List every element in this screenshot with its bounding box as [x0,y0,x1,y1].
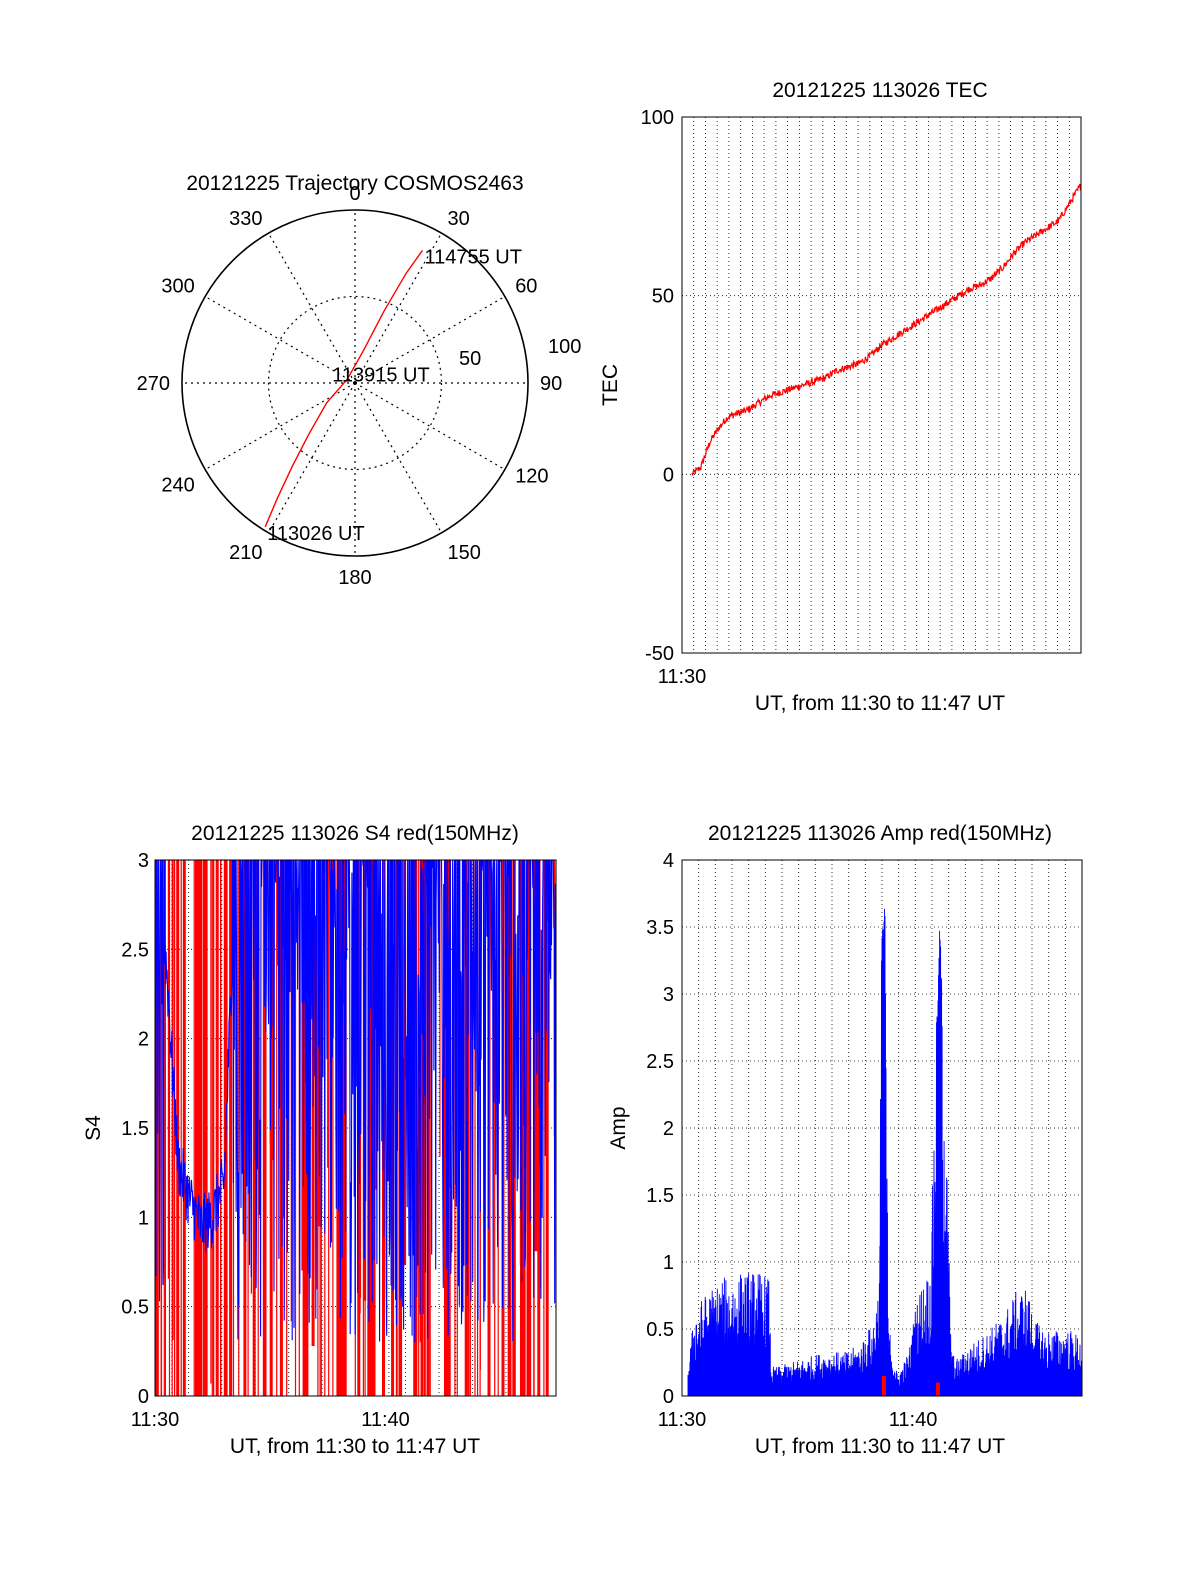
s4-y-tick-labels: 0 0.5 1 1.5 2 2.5 3 [121,850,149,1408]
polar-spoke [354,382,506,471]
polar-start-label: 113026 UT [267,523,364,545]
s4-y-tick-label: 2.5 [121,939,149,961]
amp-y-tick-labels: 0 0.5 1 1.5 2 2.5 3 3.5 4 [646,850,674,1408]
amp-title: 20121225 113026 Amp red(150MHz) [708,822,1052,845]
s4-plot-frame [154,859,557,1397]
polar-track-line [264,249,424,528]
s4-y-tick-label: 0.5 [121,1297,149,1319]
polar-azimuth-label: 180 [338,567,371,589]
s4-x-axis-label: UT, from 11:30 to 11:47 UT [230,1435,480,1458]
s4-blue-trace [154,859,557,1343]
s4-y-tick-label: 2 [138,1029,149,1051]
amp-y-tick-label: 1 [663,1252,674,1274]
amp-y-tick-label: 4 [663,850,674,872]
polar-azimuth-label: 270 [137,373,170,395]
polar-spoke [204,295,356,384]
s4-title: 20121225 113026 S4 red(150MHz) [191,822,519,845]
polar-grid [181,209,529,557]
s4-blue-series [154,859,557,1343]
polar-spoke [267,382,356,534]
amp-y-tick-label: 2 [663,1118,674,1140]
polar-radial-label: 50 [459,348,481,370]
polar-spoke [267,232,356,384]
polar-outer-ring [181,209,529,557]
tec-title: 20121225 113026 TEC [772,79,987,102]
tec-y-tick-label: -50 [645,643,674,665]
amp-red-mark [935,1382,940,1396]
amp-x-tick-labels: 11:30 11:40 [658,1409,938,1431]
s4-y-tick-label: 0 [138,1386,149,1408]
polar-azimuth-labels: 0 30 60 90 120 150 180 210 240 270 300 330 [137,183,563,589]
amp-blue-base [688,1305,1082,1396]
s4-chart: 20121225 113026 S4 red(150MHz) 0 0.5 1 1.5 2… [82,822,557,1458]
amp-y-tick-label: 0 [663,1386,674,1408]
polar-azimuth-label: 150 [448,542,481,564]
tec-y-tick-labels: 100 50 0 -50 [641,107,674,665]
amp-y-tick-label: 2.5 [646,1051,674,1073]
amp-y-tick-label: 3.5 [646,917,674,939]
tec-y-tick-label: 100 [641,107,674,129]
amp-y-axis-label: Amp [607,1106,630,1149]
amp-x-axis-label: UT, from 11:30 to 11:47 UT [755,1435,1005,1458]
amp-y-tick-label: 1.5 [646,1185,674,1207]
amp-x-tick-label: 11:30 [658,1409,707,1431]
polar-azimuth-label: 300 [161,276,194,298]
amp-red-series [881,1375,940,1396]
tec-y-tick-label: 50 [652,286,674,308]
polar-end-label: 114755 UT [425,246,522,268]
tec-y-tick-label: 0 [663,464,674,486]
polar-title: 20121225 Trajectory COSMOS2463 [186,172,523,195]
polar-azimuth-label: 0 [349,183,360,205]
polar-spoke [354,295,506,384]
polar-radial-labels: 50 100 [459,336,581,370]
s4-x-tick-labels: 11:30 11:40 [131,1409,410,1431]
amp-y-tick-label: 3 [663,984,674,1006]
tec-x-tick-label: 11:30 [658,666,707,688]
s4-y-axis-label: S4 [82,1115,105,1141]
tec-y-axis-label: TEC [599,364,622,406]
s4-x-tick-label: 11:30 [131,1409,180,1431]
s4-x-tick-label: 11:40 [361,1409,410,1431]
polar-spoke [354,232,443,384]
polar-radial-label: 100 [548,336,581,358]
amp-blue-series [687,908,1083,1397]
polar-trajectory-chart: 20121225 Trajectory COSMOS2463 0 30 60 90 12… [137,172,582,589]
polar-middle-label: 113915 UT [332,364,429,386]
s4-y-tick-label: 1 [138,1207,149,1229]
s4-y-tick-label: 1.5 [121,1118,149,1140]
tec-x-tick-labels: 11:30 [658,666,707,688]
s4-y-tick-label: 3 [138,850,149,872]
amp-y-tick-label: 0.5 [646,1319,674,1341]
amp-x-tick-label: 11:40 [889,1409,938,1431]
amp-red-mark [881,1375,886,1396]
polar-spoke [204,382,356,471]
amp-plot-frame [681,859,1083,1397]
polar-azimuth-label: 90 [540,373,562,395]
polar-inner-ring [267,295,443,471]
tec-series-line [691,183,1082,476]
polar-azimuth-label: 240 [161,475,194,497]
polar-spoke [354,382,443,534]
polar-azimuth-label: 120 [515,466,548,488]
polar-azimuth-label: 60 [515,276,537,298]
tec-plot-frame [681,116,1082,654]
polar-azimuth-label: 30 [448,208,470,230]
amp-chart: 20121225 113026 Amp red(150MHz) 0 0.5 1 1.5… [607,822,1083,1458]
tec-x-axis-label: UT, from 11:30 to 11:47 UT [755,692,1005,715]
tec-grid [682,117,1081,653]
polar-azimuth-label: 210 [229,542,262,564]
polar-azimuth-label: 330 [229,208,262,230]
